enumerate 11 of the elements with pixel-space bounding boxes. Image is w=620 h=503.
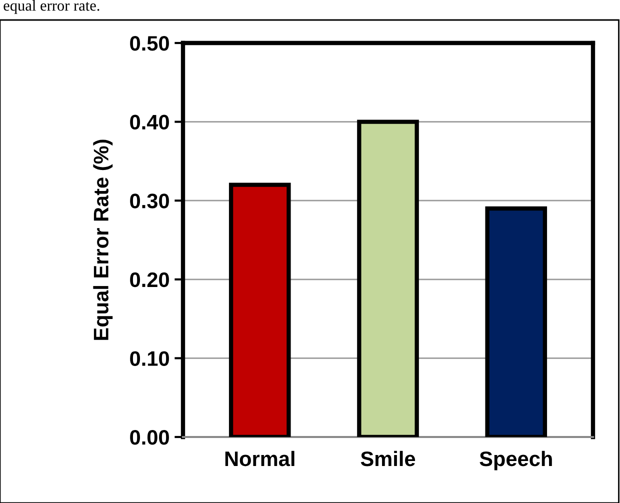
y-tick-label: 0.20 — [130, 272, 169, 288]
x-tick-label: Normal — [225, 450, 294, 466]
x-tick-label: Smile — [360, 450, 416, 466]
text: equal error rate. — [4, 0, 100, 14]
x-tick-label: Speech — [480, 450, 552, 470]
y-tick-label: 0.00 — [130, 430, 169, 445]
y-tick-label: 0.40 — [130, 114, 169, 130]
y-tick-label: 0.10 — [130, 351, 169, 366]
y-tick-label: 0.30 — [130, 194, 169, 208]
y-axis-title: Equal Error Rate (%) — [93, 140, 113, 340]
y-tick-label: 0.50 — [130, 36, 169, 51]
